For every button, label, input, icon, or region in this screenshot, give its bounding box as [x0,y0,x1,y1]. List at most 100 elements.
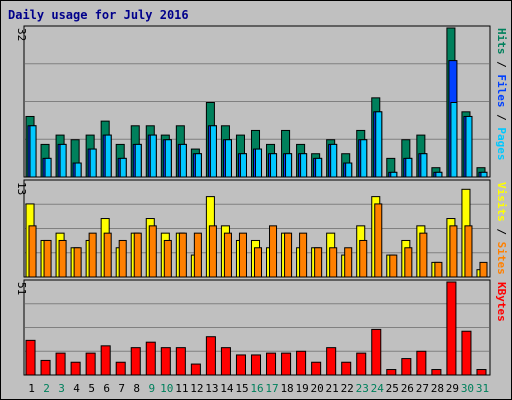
bar-pages-day-23 [360,139,368,178]
bar-pages-day-21 [330,143,338,178]
x-tick-label-day-2: 2 [43,382,50,395]
x-tick-label-day-23: 23 [356,382,369,395]
legend-entry: / [495,222,508,242]
bar-kbytes-day-5 [85,352,96,376]
bar-kbytes-day-2 [40,359,51,376]
bar-kbytes-day-7 [115,361,126,376]
bar-pages-day-16 [254,148,263,178]
bar-sites-day-30 [464,225,473,278]
bar-kbytes-day-6 [100,345,111,376]
x-tick-label-day-14: 14 [220,382,234,395]
bar-pages-day-9 [149,134,157,178]
y-scale-max-bottom: 51 [15,282,28,295]
x-tick-label-day-24: 24 [371,382,385,395]
bar-pages-day-6 [104,134,112,178]
x-tick-label-day-9: 9 [148,382,155,395]
bar-sites-day-29 [449,225,458,278]
bar-pages-day-14 [224,139,232,178]
chart-title: Daily usage for July 2016 [8,8,189,22]
bar-kbytes-day-12 [190,363,201,376]
bar-kbytes-day-16 [250,354,262,376]
bar-kbytes-day-19 [296,350,307,376]
bar-kbytes-day-14 [220,347,231,376]
bar-pages-day-26 [405,157,413,178]
bar-kbytes-day-28 [431,369,442,376]
bar-sites-day-21 [329,247,338,278]
bar-sites-day-11 [178,232,187,278]
x-tick-label-day-4: 4 [73,382,80,395]
bar-pages-day-30 [465,115,473,178]
bar-pages-day-18 [285,153,293,178]
bar-sites-day-22 [344,247,353,278]
bar-sites-day-10 [163,239,172,278]
bar-kbytes-day-9 [145,341,156,376]
x-tick-label-day-8: 8 [133,382,140,395]
x-tick-label-day-7: 7 [118,382,125,395]
bar-pages-day-20 [315,157,323,178]
x-tick-label-day-11: 11 [175,382,188,395]
bar-sites-day-4 [73,247,82,278]
x-tick-label-day-31: 31 [476,382,489,395]
bar-pages-day-28 [435,171,443,178]
x-tick-label-day-3: 3 [58,382,65,395]
x-tick-label-day-6: 6 [103,382,110,395]
bar-sites-day-17 [269,225,278,278]
bar-kbytes-day-18 [281,352,292,376]
bar-sites-day-5 [88,232,97,278]
x-tick-label-day-30: 30 [461,382,474,395]
bar-kbytes-day-17 [266,352,277,376]
x-tick-label-day-1: 1 [28,382,35,395]
bar-sites-day-8 [133,232,142,278]
x-tick-label-day-26: 26 [401,382,414,395]
legend-middle: Visits / Sites [495,182,508,275]
bar-kbytes-day-20 [311,361,322,376]
legend-entry: / [495,108,508,128]
bar-sites-day-1 [28,225,37,278]
x-tick-label-day-22: 22 [341,382,354,395]
bar-kbytes-day-25 [386,369,397,376]
bar-pages-day-31 [480,171,488,178]
y-scale-max-middle: 13 [15,182,28,195]
legend-entry: Visits [495,182,508,222]
legend-entry: Sites [495,242,508,275]
x-tick-label-day-19: 19 [295,382,308,395]
x-tick-label-day-13: 13 [205,382,218,395]
bar-sites-day-24 [374,203,383,278]
bar-pages-day-11 [179,143,187,178]
bar-sites-day-26 [404,247,413,278]
bar-pages-day-4 [74,162,82,178]
bar-pages-day-13 [209,125,217,178]
bar-sites-day-6 [103,232,112,278]
x-tick-label-day-10: 10 [160,382,173,395]
x-tick-label-day-21: 21 [326,382,339,395]
bar-pages-day-10 [164,139,172,178]
bar-kbytes-day-15 [235,354,246,376]
x-tick-label-day-16: 16 [250,382,263,395]
bar-sites-day-19 [299,232,308,278]
bar-pages-day-2 [44,157,52,178]
legend-entry: Pages [495,127,508,160]
x-tick-label-day-29: 29 [446,382,459,395]
bar-pages-day-1 [29,125,37,178]
bar-pages-day-19 [300,153,308,178]
legend-entry: / [495,55,508,75]
bar-sites-day-25 [389,254,398,278]
x-tick-label-day-25: 25 [386,382,399,395]
x-tick-label-day-20: 20 [311,382,324,395]
bar-sites-day-3 [58,239,67,278]
bar-pages-day-24 [375,111,383,178]
x-tick-label-day-5: 5 [88,382,95,395]
bar-kbytes-day-27 [416,350,427,376]
bar-kbytes-day-26 [401,358,412,376]
bar-kbytes-day-3 [55,352,66,376]
bar-pages-day-5 [89,148,97,178]
bar-sites-day-27 [419,232,428,278]
bar-kbytes-day-13 [205,336,216,376]
bar-pages-day-12 [194,153,202,178]
bar-kbytes-day-21 [326,347,337,376]
bar-pages-day-29 [450,102,458,178]
x-tick-label-day-12: 12 [190,382,203,395]
x-tick-label-day-17: 17 [265,382,278,395]
bar-sites-day-20 [314,247,323,278]
